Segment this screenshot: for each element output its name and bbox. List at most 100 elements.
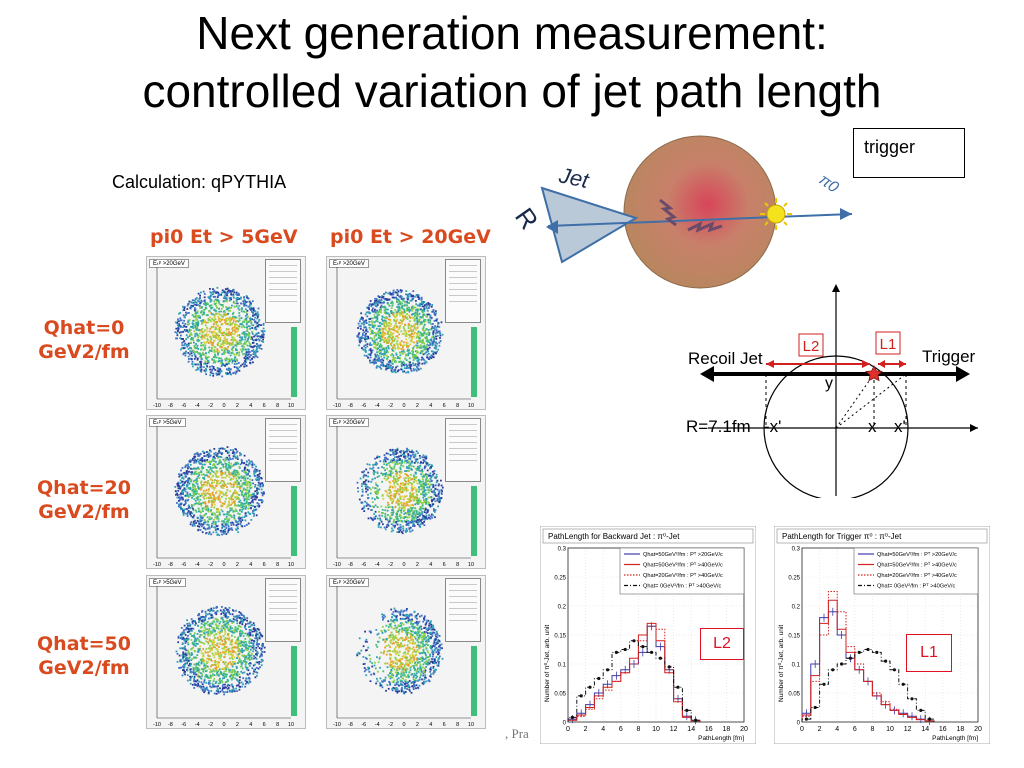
scatter-x-tick: -10 — [333, 403, 341, 409]
scatter-x-tick: 4 — [249, 562, 252, 568]
scatter-x-tick: 8 — [276, 403, 279, 409]
x-tick-label: 12 — [904, 726, 912, 733]
scatter-density-plot: -10 -8 -6 -4 -2 0 2 4 6 8 10 — [153, 426, 297, 568]
chart-tag-l1: L1 — [906, 634, 952, 672]
scatter-x-tick: 4 — [249, 722, 252, 728]
x-tick-label: 18 — [957, 726, 965, 733]
scatter-x-tick: 10 — [288, 562, 294, 568]
scatter-x-tick: -2 — [208, 403, 213, 409]
series-point — [614, 650, 618, 654]
scatter-x-tick: 10 — [288, 403, 294, 409]
recoil-arrow-head — [700, 366, 714, 382]
title-line-2: controlled variation of jet path length — [142, 65, 882, 117]
y-axis-label: Number of π⁰-Jet, arb. unit — [543, 625, 551, 702]
row-header-qhat20-line1: Qhat=20 — [37, 477, 131, 499]
y-axis-label: y — [825, 375, 833, 392]
scatter-x-tick: -4 — [195, 403, 200, 409]
series-point — [579, 694, 583, 698]
scatter-x-tick: 8 — [276, 722, 279, 728]
series-point — [676, 685, 680, 689]
series-point — [901, 682, 905, 686]
x-tick-label: 2 — [818, 726, 822, 733]
y-tick-label: 0 — [797, 721, 801, 727]
title-line-1: Next generation measurement: — [196, 7, 828, 59]
scatter-x-tick: -10 — [153, 403, 161, 409]
scatter-density-plot: -10 -8 -6 -4 -2 0 2 4 6 8 10 — [153, 586, 297, 728]
scatter-x-tick: -2 — [208, 562, 213, 568]
x-axis-arrow-head — [970, 424, 978, 432]
scatter-x-tick: 0 — [402, 562, 405, 568]
y-tick-label: 0.1 — [792, 663, 801, 669]
y-axis-label: Number of π⁰-Jet, arb. unit — [777, 625, 785, 702]
scatter-density-plot: -10 -8 -6 -4 -2 0 2 4 6 8 10 — [333, 426, 477, 568]
scatter-density-plot: -10 -8 -6 -4 -2 0 2 4 6 8 10 — [333, 586, 477, 728]
scatter-x-tick: 6 — [443, 562, 446, 568]
y-tick-label: 0 — [563, 721, 567, 727]
x-tick-label: 8 — [870, 726, 874, 733]
scatter-x-tick: -4 — [375, 403, 380, 409]
series-point — [694, 718, 698, 722]
x-tick-label: 10 — [886, 726, 894, 733]
scatter-x-tick: -6 — [361, 722, 366, 728]
scatter-x-tick: 2 — [236, 562, 239, 568]
x-axis-label: PathLength [fm] — [698, 735, 744, 742]
series-point — [667, 665, 671, 669]
calculation-label: Calculation: qPYTHIA — [112, 172, 287, 192]
row-header-qhat0-line1: Qhat=0 — [43, 317, 125, 339]
scatter-x-tick: 8 — [276, 562, 279, 568]
scatter-panel-3: Eₜᵖ >5GeV -10 -8 -6 -4 -2 0 2 4 6 8 10 — [146, 415, 306, 569]
scatter-x-tick: 6 — [263, 403, 266, 409]
x-tick-label: 6 — [853, 726, 857, 733]
path-length-geometry-diagram: L2 L1 Recoil Jet Trigger y R=7.1fm -x' x… — [686, 284, 978, 498]
scatter-x-tick: 0 — [222, 403, 225, 409]
chart-title: PathLength for Backward Jet : π⁰-Jet — [548, 532, 680, 541]
scatter-density-plot: -10 -8 -6 -4 -2 0 2 4 6 8 10 — [333, 267, 477, 409]
series-line-2 — [567, 622, 701, 722]
x-tick-label: 6 — [619, 726, 623, 733]
jet-label: Jet — [556, 162, 592, 193]
scatter-x-tick: -10 — [333, 562, 341, 568]
series-point — [866, 647, 870, 652]
row-header-qhat0: Qhat=0 GeV2/fm — [24, 316, 144, 364]
scatter-x-tick: 2 — [416, 722, 419, 728]
chart-title-box — [776, 528, 988, 544]
slide-title: Next generation measurement: controlled … — [0, 4, 1024, 120]
trigger-star-icon — [760, 198, 792, 230]
scatter-x-tick: -6 — [181, 562, 186, 568]
series-point — [641, 645, 645, 649]
series-point — [685, 708, 689, 712]
y-tick-label: 0.1 — [558, 663, 567, 669]
y-tick-label: 0.2 — [792, 605, 801, 611]
x-tick-label: 16 — [705, 726, 713, 733]
scatter-panel-title: Eₜᵖ >20GeV — [329, 259, 369, 268]
chart-tag-l2: L2 — [700, 628, 744, 660]
scatter-panel-title: Eₜᵖ >5GeV — [149, 578, 186, 587]
interaction-zigzag-1 — [659, 198, 678, 227]
scatter-x-tick: 6 — [263, 722, 266, 728]
series-point — [919, 708, 923, 712]
stats-box — [265, 418, 301, 482]
series-point — [831, 668, 835, 672]
col-header-20gev: pi0 Et > 20GeV — [330, 226, 491, 248]
y-tick-label: 0.3 — [792, 547, 801, 553]
jet-arrow-head — [546, 220, 558, 234]
y-tick-label: 0.3 — [558, 547, 567, 553]
legend-entry: Qhat=50GeV²/fm : Pᵀ >40GeV/c — [643, 562, 723, 569]
y-tick-label: 0.15 — [788, 634, 800, 640]
series-point — [892, 668, 896, 672]
x-axis-label: PathLength [fm] — [932, 735, 978, 742]
scatter-x-tick: -6 — [361, 403, 366, 409]
chart-trigger-pi0: PathLength for Trigger π⁰ : π⁰-Jet 0 2 4 6 8 1… — [774, 526, 990, 744]
x-tick-label: 0 — [566, 726, 570, 733]
footer-fragment: , Pra — [505, 726, 529, 741]
scatter-x-tick: 6 — [443, 403, 446, 409]
series-point — [606, 668, 610, 672]
scatter-x-tick: 2 — [416, 403, 419, 409]
scatter-panel-2: Eₜᵖ >20GeV -10 -8 -6 -4 -2 0 2 4 6 8 10 — [326, 256, 486, 410]
scatter-panel-6: Eₜᵖ >20GeV -10 -8 -6 -4 -2 0 2 4 6 8 10 — [326, 575, 486, 729]
legend-box — [619, 547, 745, 595]
x-tick-label: 10 — [652, 726, 660, 733]
scatter-x-tick: 4 — [429, 403, 432, 409]
scatter-x-tick: 2 — [236, 403, 239, 409]
l1-label: L1 — [880, 336, 897, 353]
